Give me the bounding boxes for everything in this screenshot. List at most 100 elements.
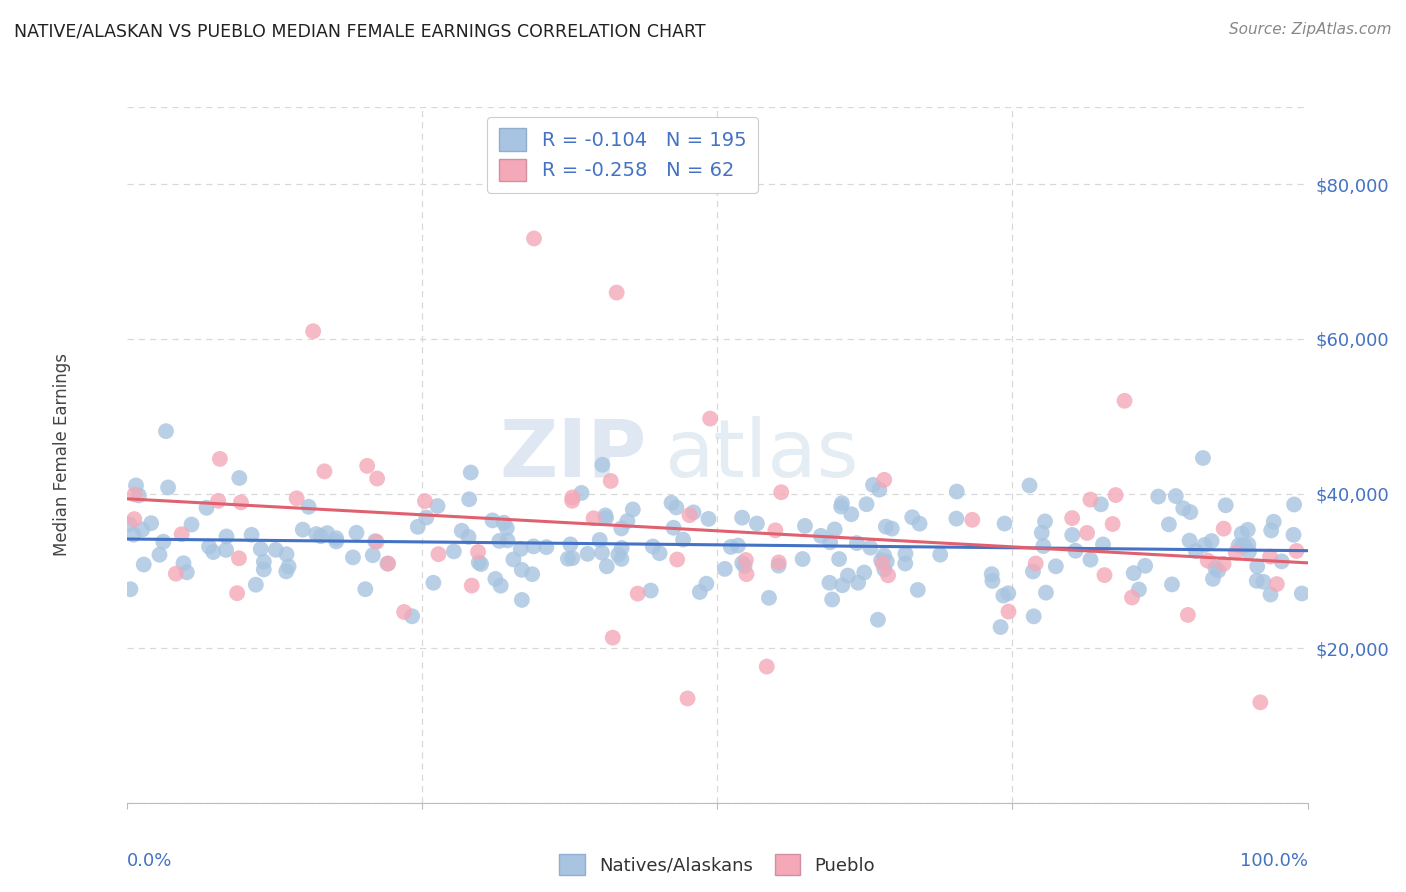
Point	[1215, 498, 1237, 512]
Point	[596, 559, 619, 574]
Point	[1265, 577, 1288, 591]
Point	[831, 578, 853, 592]
Text: 100.0%: 100.0%	[1240, 852, 1308, 870]
Point	[873, 562, 896, 576]
Text: atlas: atlas	[664, 416, 858, 494]
Point	[1080, 492, 1102, 507]
Point	[962, 513, 984, 527]
Point	[720, 540, 742, 554]
Point	[228, 471, 250, 485]
Point	[253, 562, 276, 576]
Point	[616, 514, 638, 528]
Text: 0.0%: 0.0%	[127, 852, 172, 870]
Point	[1022, 609, 1045, 624]
Point	[297, 500, 319, 514]
Point	[993, 589, 1015, 603]
Point	[457, 530, 479, 544]
Point	[215, 542, 238, 557]
Point	[1032, 539, 1054, 553]
Point	[450, 524, 472, 538]
Point	[714, 562, 737, 576]
Point	[689, 585, 711, 599]
Point	[1178, 533, 1201, 548]
Point	[426, 499, 449, 513]
Point	[484, 572, 506, 586]
Point	[662, 521, 685, 535]
Point	[821, 592, 844, 607]
Point	[770, 485, 793, 500]
Point	[880, 522, 903, 536]
Point	[1212, 557, 1234, 571]
Point	[180, 517, 202, 532]
Point	[993, 516, 1015, 531]
Point	[1263, 515, 1285, 529]
Point	[1230, 539, 1253, 553]
Point	[1173, 501, 1195, 516]
Point	[173, 556, 195, 570]
Point	[695, 576, 717, 591]
Point	[132, 558, 155, 572]
Point	[1237, 537, 1260, 551]
Point	[1080, 552, 1102, 566]
Point	[610, 552, 633, 566]
Point	[610, 521, 633, 535]
Point	[877, 568, 900, 582]
Point	[1094, 568, 1116, 582]
Point	[853, 566, 876, 580]
Point	[666, 552, 689, 566]
Point	[470, 557, 492, 571]
Point	[866, 613, 889, 627]
Point	[245, 578, 267, 592]
Point	[1101, 516, 1123, 531]
Point	[208, 451, 231, 466]
Point	[1035, 585, 1057, 599]
Point	[510, 563, 533, 577]
Point	[859, 541, 882, 555]
Text: NATIVE/ALASKAN VS PUEBLO MEDIAN FEMALE EARNINGS CORRELATION CHART: NATIVE/ALASKAN VS PUEBLO MEDIAN FEMALE E…	[14, 22, 706, 40]
Point	[763, 524, 786, 538]
Point	[678, 508, 700, 522]
Point	[1064, 543, 1087, 558]
Point	[839, 507, 862, 521]
Point	[1282, 498, 1305, 512]
Point	[831, 496, 853, 510]
Point	[768, 555, 790, 569]
Point	[458, 492, 481, 507]
Point	[1194, 538, 1216, 552]
Point	[576, 547, 599, 561]
Point	[997, 586, 1019, 600]
Point	[824, 522, 846, 536]
Point	[1128, 582, 1150, 597]
Point	[990, 620, 1012, 634]
Point	[122, 527, 145, 541]
Point	[591, 458, 613, 472]
Legend: Natives/Alaskans, Pueblo: Natives/Alaskans, Pueblo	[550, 846, 884, 884]
Point	[1212, 522, 1234, 536]
Point	[361, 548, 384, 562]
Point	[1092, 537, 1115, 551]
Point	[901, 510, 924, 524]
Point	[413, 494, 436, 508]
Point	[523, 231, 546, 245]
Point	[731, 556, 754, 570]
Point	[125, 478, 148, 492]
Point	[401, 609, 423, 624]
Point	[894, 557, 917, 571]
Point	[460, 466, 482, 480]
Point	[170, 527, 193, 541]
Point	[794, 519, 817, 533]
Point	[124, 512, 146, 526]
Point	[1018, 478, 1040, 492]
Point	[364, 534, 387, 549]
Point	[316, 526, 339, 541]
Point	[768, 558, 790, 573]
Point	[1062, 511, 1084, 525]
Point	[152, 534, 174, 549]
Point	[1197, 554, 1219, 568]
Point	[1090, 497, 1112, 511]
Point	[599, 474, 621, 488]
Point	[1121, 591, 1143, 605]
Point	[595, 511, 617, 525]
Point	[427, 547, 450, 561]
Point	[354, 582, 377, 597]
